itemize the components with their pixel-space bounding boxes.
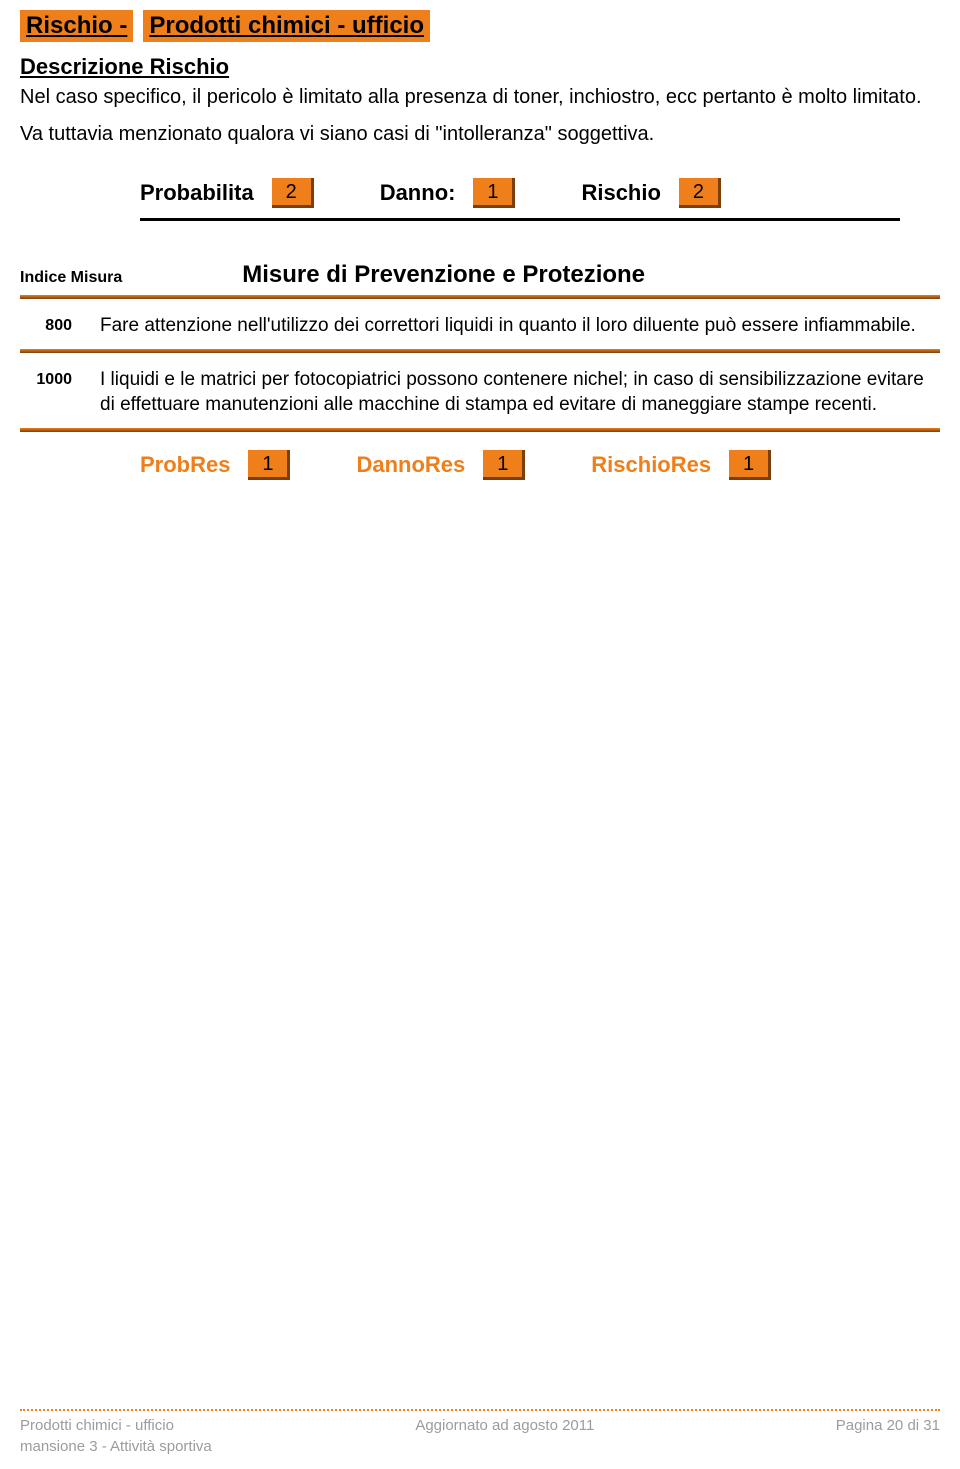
dannores-label: DannoRes <box>356 452 465 478</box>
description-para-2: Va tuttavia menzionato qualora vi siano … <box>20 121 940 148</box>
measure-index: 1000 <box>20 367 72 418</box>
description-heading: Descrizione Rischio <box>20 54 940 80</box>
rischiores-value: 1 <box>729 450 771 480</box>
description-para-1: Nel caso specifico, il pericolo è limita… <box>20 84 940 111</box>
footer-right: Pagina 20 di 31 <box>836 1417 940 1434</box>
measures-header-row: Indice Misura Misure di Prevenzione e Pr… <box>20 261 940 289</box>
measure-row: 800 Fare attenzione nell'utilizzo dei co… <box>20 299 940 349</box>
rischio-label: Rischio <box>581 180 660 206</box>
probabilita-value: 2 <box>272 178 314 208</box>
metrics-row: Probabilita 2 Danno: 1 Rischio 2 <box>140 178 940 208</box>
measure-row: 1000 I liquidi e le matrici per fotocopi… <box>20 353 940 428</box>
risk-label-box: Rischio - <box>20 10 133 42</box>
residual-row: ProbRes 1 DannoRes 1 RischioRes 1 <box>140 450 940 480</box>
measure-divider <box>20 428 940 432</box>
dannores-value: 1 <box>483 450 525 480</box>
rischiores-label: RischioRes <box>591 452 711 478</box>
danno-value: 1 <box>473 178 515 208</box>
risk-header-row: Rischio - Prodotti chimici - ufficio <box>20 10 940 42</box>
footer-center: Aggiornato ad agosto 2011 <box>415 1417 594 1434</box>
measure-text: I liquidi e le matrici per fotocopiatric… <box>100 367 940 418</box>
risk-title-box: Prodotti chimici - ufficio <box>143 10 430 42</box>
probabilita-label: Probabilita <box>140 180 254 206</box>
measure-text: Fare attenzione nell'utilizzo dei corret… <box>100 313 940 339</box>
metrics-divider <box>140 218 900 221</box>
footer-row: Prodotti chimici - ufficio Aggiornato ad… <box>20 1417 940 1434</box>
danno-label: Danno: <box>380 180 456 206</box>
probres-label: ProbRes <box>140 452 230 478</box>
page-footer: Prodotti chimici - ufficio Aggiornato ad… <box>20 1409 940 1455</box>
footer-sub: mansione 3 - Attività sportiva <box>20 1438 940 1455</box>
footer-divider <box>20 1409 940 1411</box>
measures-title: Misure di Prevenzione e Protezione <box>242 261 645 289</box>
footer-left: Prodotti chimici - ufficio <box>20 1417 174 1434</box>
indice-misura-label: Indice Misura <box>20 269 122 287</box>
measure-index: 800 <box>20 313 72 339</box>
rischio-value: 2 <box>679 178 721 208</box>
probres-value: 1 <box>248 450 290 480</box>
document-page: Rischio - Prodotti chimici - ufficio Des… <box>0 0 960 1469</box>
